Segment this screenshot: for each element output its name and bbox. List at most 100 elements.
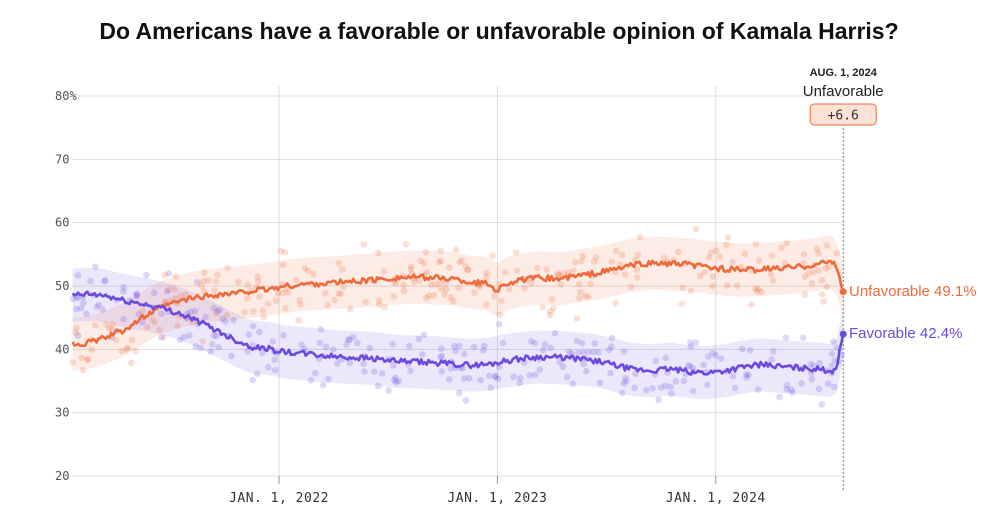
poll-dot-unfavorable: [139, 307, 146, 315]
y-tick-label: 70: [55, 152, 69, 166]
poll-dot-unfavorable: [783, 239, 791, 247]
poll-dot-unfavorable: [109, 320, 116, 328]
poll-dot-unfavorable: [437, 257, 445, 265]
poll-dot-unfavorable: [712, 247, 720, 254]
poll-dot-unfavorable: [335, 260, 343, 267]
poll-dot-unfavorable: [274, 290, 282, 297]
poll-dot-favorable: [438, 345, 445, 353]
poll-dot-favorable: [770, 348, 777, 355]
end-dot-unfavorable: [839, 288, 847, 296]
y-axis: 20 30 40 50 60 70 80%: [55, 89, 77, 483]
poll-dot-unfavorable: [548, 295, 556, 303]
poll-dot-unfavorable: [521, 284, 528, 292]
poll-dot-unfavorable: [375, 301, 383, 309]
poll-dot-favorable: [151, 289, 158, 297]
end-label-favorable: Favorable 42.4%: [849, 325, 962, 342]
poll-dot-favorable: [345, 336, 352, 343]
poll-dot-favorable: [608, 343, 615, 350]
poll-dot-unfavorable: [362, 298, 369, 306]
poll-dot-unfavorable: [425, 292, 433, 300]
poll-dot-unfavorable: [282, 305, 289, 312]
poll-dot-favorable: [531, 371, 539, 379]
poll-dot-unfavorable: [279, 261, 287, 268]
poll-dot-favorable: [180, 333, 188, 341]
poll-dot-unfavorable: [337, 290, 345, 298]
poll-dot-favorable: [360, 360, 367, 368]
poll-dot-favorable: [605, 346, 613, 354]
poll-dot-unfavorable: [823, 242, 831, 249]
x-tick-label: JAN. 1, 2022: [229, 491, 329, 506]
poll-dot-favorable: [689, 387, 697, 395]
poll-dot-unfavorable: [634, 274, 641, 281]
poll-dot-unfavorable: [295, 317, 302, 324]
y-tick-label: 40: [55, 342, 69, 356]
poll-dot-unfavorable: [108, 325, 116, 333]
poll-dot-favorable: [462, 397, 470, 404]
poll-dot-favorable: [704, 353, 712, 361]
poll-dot-favorable: [219, 315, 226, 323]
poll-dot-favorable: [312, 369, 319, 377]
y-tick-label: 20: [55, 469, 69, 483]
poll-dot-favorable: [176, 336, 184, 344]
poll-dot-favorable: [69, 295, 77, 303]
poll-dot-unfavorable: [296, 296, 303, 304]
poll-dot-favorable: [526, 372, 534, 379]
poll-dot-favorable: [92, 263, 99, 271]
poll-dot-unfavorable: [550, 305, 557, 312]
poll-dot-favorable: [563, 373, 571, 381]
poll-dot-favorable: [470, 343, 478, 351]
series-lines: [71, 259, 845, 376]
poll-dot-unfavorable: [661, 254, 668, 262]
poll-dot-favorable: [452, 347, 460, 355]
poll-dot-favorable: [486, 372, 493, 380]
poll-dot-unfavorable: [436, 279, 444, 286]
poll-dot-unfavorable: [124, 344, 131, 352]
poll-dot-unfavorable: [148, 316, 156, 324]
poll-dot-unfavorable: [581, 292, 589, 300]
x-tick-label: JAN. 1, 2024: [666, 491, 766, 506]
cursor-date: AUG. 1, 2024: [810, 67, 878, 79]
poll-dot-favorable: [133, 291, 140, 299]
poll-dot-favorable: [808, 376, 815, 383]
poll-dot-unfavorable: [818, 291, 826, 298]
poll-dot-favorable: [99, 306, 106, 314]
poll-dot-unfavorable: [128, 359, 135, 367]
poll-dot-favorable: [743, 374, 750, 381]
poll-dot-favorable: [815, 385, 823, 393]
poll-dot-unfavorable: [593, 253, 600, 261]
poll-dot-unfavorable: [498, 297, 505, 305]
poll-dot-favorable: [620, 348, 628, 355]
poll-dot-favorable: [214, 308, 221, 315]
poll-dot-favorable: [419, 351, 426, 358]
poll-dot-favorable: [689, 364, 696, 372]
poll-dot-favorable: [709, 349, 716, 357]
poll-dot-favorable: [652, 357, 659, 365]
poll-dot-favorable: [580, 349, 587, 356]
poll-dot-favorable: [623, 377, 630, 385]
poll-dot-unfavorable: [442, 286, 450, 293]
poll-dot-favorable: [831, 357, 838, 364]
poll-dot-favorable: [782, 334, 790, 341]
poll-dot-favorable: [395, 377, 403, 385]
poll-dot-unfavorable: [200, 287, 208, 295]
poll-dot-favorable: [245, 331, 253, 339]
poll-dot-unfavorable: [758, 288, 765, 296]
poll-dot-unfavorable: [335, 290, 342, 297]
error-bands: [72, 234, 844, 400]
poll-dot-favorable: [680, 377, 688, 385]
poll-dot-unfavorable: [815, 250, 822, 257]
poll-dot-unfavorable: [801, 291, 808, 298]
poll-dot-unfavorable: [73, 324, 80, 332]
poll-dot-unfavorable: [767, 270, 775, 278]
poll-dot-favorable: [438, 368, 446, 375]
poll-dot-favorable: [420, 331, 428, 339]
poll-dot-favorable: [700, 361, 707, 369]
poll-dot-unfavorable: [264, 300, 272, 308]
poll-dot-unfavorable: [769, 277, 777, 284]
poll-dot-unfavorable: [84, 355, 91, 363]
poll-dot-favorable: [207, 348, 214, 355]
poll-dot-unfavorable: [577, 288, 584, 296]
poll-dot-favorable: [256, 328, 263, 336]
y-tick-label: 60: [55, 216, 69, 230]
poll-dot-favorable: [828, 362, 836, 370]
